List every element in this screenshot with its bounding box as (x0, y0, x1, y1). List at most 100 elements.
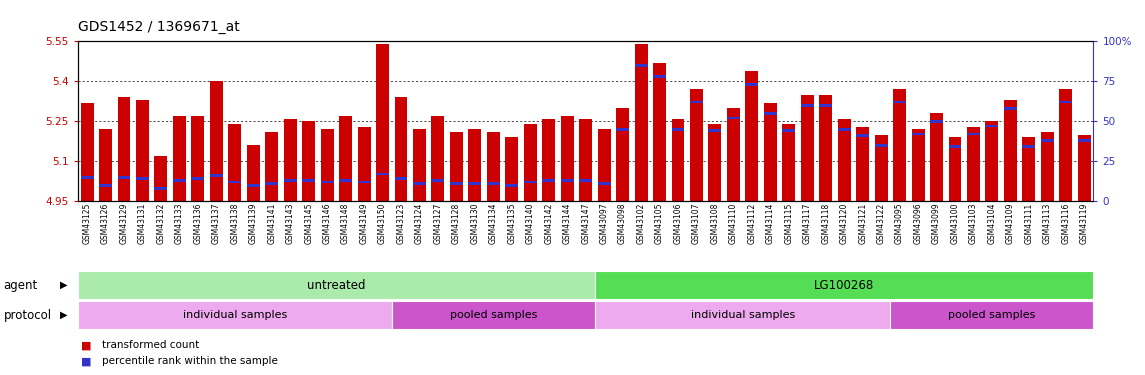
Bar (155, 187, 167, 190)
Bar (671, 118, 685, 201)
Bar (1022, 146, 1035, 148)
Text: percentile rank within the sample: percentile rank within the sample (102, 356, 278, 366)
Bar (634, 44, 648, 201)
Bar (487, 182, 500, 185)
Bar (653, 75, 666, 78)
Text: GDS1452 / 1369671_at: GDS1452 / 1369671_at (78, 20, 239, 34)
Bar (875, 135, 887, 201)
Bar (764, 112, 776, 115)
Bar (616, 128, 629, 131)
Bar (505, 184, 519, 187)
Bar (727, 117, 740, 120)
Bar (210, 174, 223, 177)
Bar (745, 83, 758, 86)
Bar (80, 176, 94, 179)
Bar (727, 108, 740, 201)
Bar (487, 132, 500, 201)
Text: ▶: ▶ (61, 310, 68, 320)
Bar (450, 132, 463, 201)
Bar (357, 127, 371, 201)
Bar (1004, 107, 1017, 110)
Bar (968, 127, 980, 201)
Bar (598, 129, 610, 201)
Bar (100, 129, 112, 201)
Bar (764, 103, 776, 201)
Text: untreated: untreated (307, 279, 365, 292)
Bar (820, 94, 832, 201)
Bar (376, 172, 389, 176)
Bar (838, 118, 851, 201)
Text: transformed count: transformed count (102, 340, 199, 350)
Bar (100, 184, 112, 187)
Bar (468, 182, 481, 185)
Bar (173, 116, 185, 201)
Bar (302, 121, 315, 201)
Bar (543, 118, 555, 201)
Bar (543, 179, 555, 182)
Bar (561, 179, 574, 182)
Bar (1077, 139, 1091, 142)
Bar (191, 177, 204, 180)
Bar (284, 118, 297, 201)
Bar (173, 179, 185, 182)
Bar (247, 145, 260, 201)
Text: individual samples: individual samples (690, 310, 795, 320)
Bar (395, 97, 408, 201)
Bar (505, 137, 519, 201)
Bar (671, 128, 685, 131)
Bar (616, 108, 629, 201)
Bar (948, 146, 962, 148)
Bar (634, 64, 648, 67)
Text: protocol: protocol (3, 309, 52, 322)
Bar (432, 179, 444, 182)
Bar (413, 129, 426, 201)
Bar (1041, 132, 1053, 201)
Bar (136, 100, 149, 201)
Text: ■: ■ (81, 356, 92, 366)
Bar (302, 179, 315, 182)
Bar (191, 116, 204, 201)
Bar (1077, 135, 1091, 201)
Bar (432, 116, 444, 201)
Bar (523, 181, 537, 183)
Bar (1022, 137, 1035, 201)
Bar (450, 182, 463, 185)
Bar (930, 120, 943, 123)
Bar (1004, 100, 1017, 201)
Bar (948, 137, 962, 201)
Bar (690, 89, 703, 201)
Bar (321, 129, 333, 201)
Bar (579, 179, 592, 182)
Bar (893, 89, 906, 201)
Bar (782, 124, 796, 201)
Bar (561, 116, 574, 201)
Bar (80, 103, 94, 201)
Text: pooled samples: pooled samples (948, 310, 1035, 320)
Bar (523, 124, 537, 201)
Bar (709, 124, 721, 201)
Text: pooled samples: pooled samples (450, 310, 537, 320)
Bar (856, 127, 869, 201)
Bar (468, 129, 481, 201)
Bar (911, 129, 924, 201)
Bar (911, 133, 924, 135)
Bar (838, 128, 851, 131)
Bar (321, 181, 333, 183)
Text: ■: ■ (81, 340, 92, 350)
Text: LG100268: LG100268 (814, 279, 875, 292)
Bar (413, 182, 426, 185)
Text: individual samples: individual samples (183, 310, 287, 320)
Bar (266, 182, 278, 185)
Bar (228, 124, 242, 201)
Bar (339, 179, 352, 182)
Bar (820, 104, 832, 107)
Bar (228, 181, 242, 183)
Text: agent: agent (3, 279, 38, 292)
Bar (745, 70, 758, 201)
Bar (653, 63, 666, 201)
Bar (155, 156, 167, 201)
Bar (339, 116, 352, 201)
Bar (893, 100, 906, 104)
Bar (1059, 100, 1072, 104)
Bar (118, 176, 131, 179)
